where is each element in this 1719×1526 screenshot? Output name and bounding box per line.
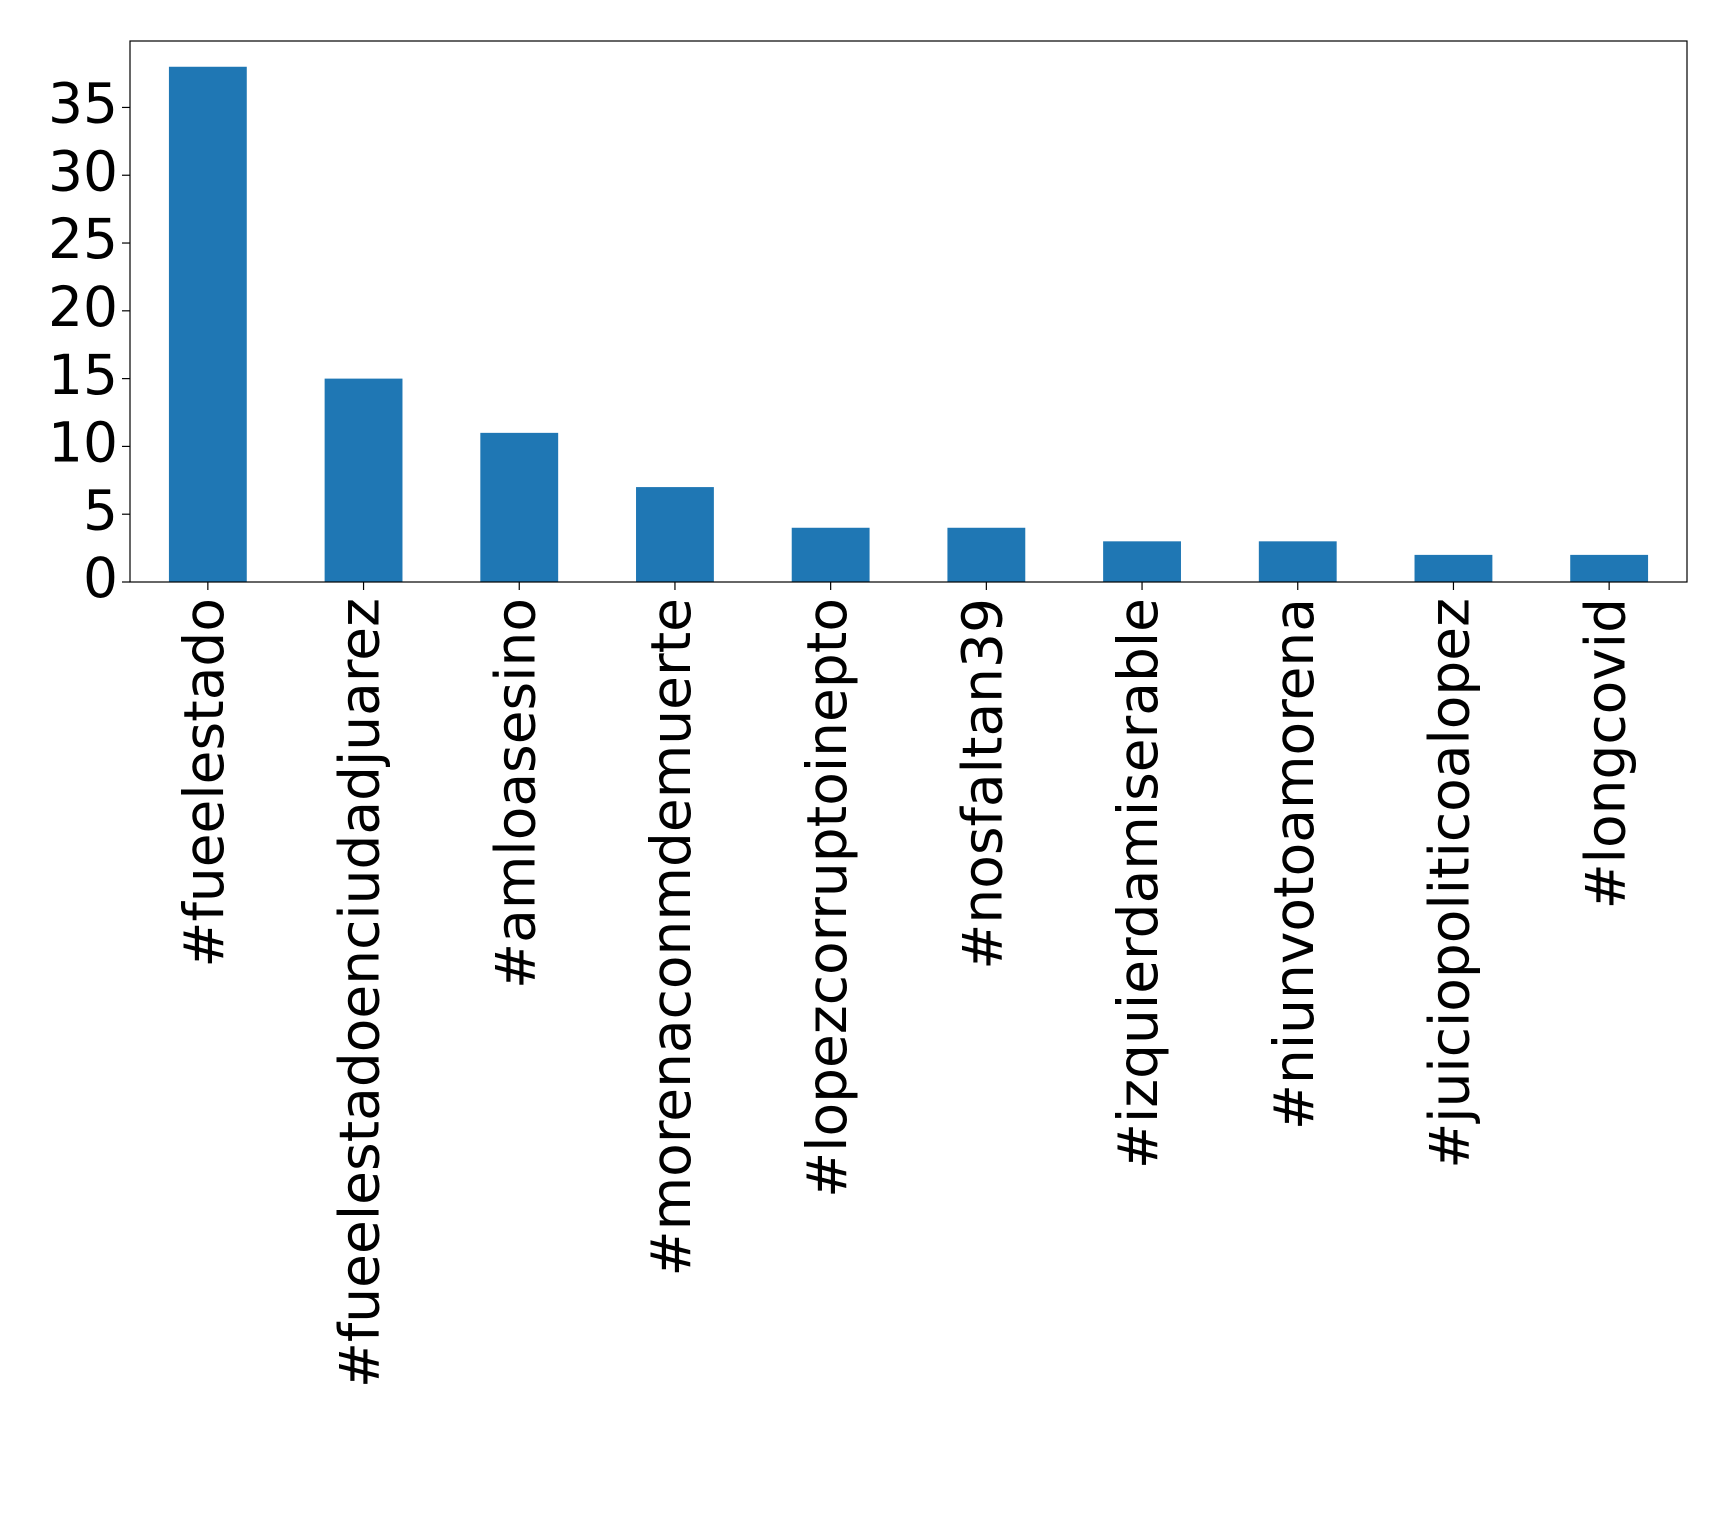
bar xyxy=(480,432,559,582)
bar xyxy=(947,527,1026,582)
bar xyxy=(791,527,870,582)
y-tick-label: 0 xyxy=(83,546,118,610)
x-tick-label: #longcovid xyxy=(1573,598,1637,909)
x-tick-label: #fueelestado xyxy=(172,598,236,968)
y-tick-label: 20 xyxy=(48,275,118,339)
x-tick-label: #fueelestadoenciudadjuarez xyxy=(328,598,392,1388)
y-tick-label: 30 xyxy=(48,139,118,203)
bar xyxy=(636,487,714,582)
bar xyxy=(1570,554,1649,582)
x-tick-label: #nosfaltan39 xyxy=(950,598,1014,970)
x-tick-label: #izquierdamiserable xyxy=(1106,598,1170,1169)
y-tick-label: 35 xyxy=(48,72,118,136)
x-tick-label: #morenaconmdemuerte xyxy=(639,598,703,1276)
y-tick-label: 15 xyxy=(48,343,118,407)
x-tick-label: #amloasesino xyxy=(483,598,547,989)
x-tick-label: #niunvotoamorena xyxy=(1262,598,1326,1130)
bar xyxy=(168,66,247,582)
bar xyxy=(1414,554,1493,582)
y-tick-label: 25 xyxy=(48,207,118,271)
bar xyxy=(324,378,403,582)
x-tick-label: #lopezcorruptoinepto xyxy=(795,598,859,1198)
plot-frame xyxy=(129,40,1688,583)
x-tick-label: #juiciopoliticoalopez xyxy=(1418,598,1482,1169)
bar xyxy=(1258,541,1337,582)
bar xyxy=(1103,541,1181,582)
y-tick-label: 10 xyxy=(48,411,118,475)
y-tick-label: 5 xyxy=(83,478,118,542)
